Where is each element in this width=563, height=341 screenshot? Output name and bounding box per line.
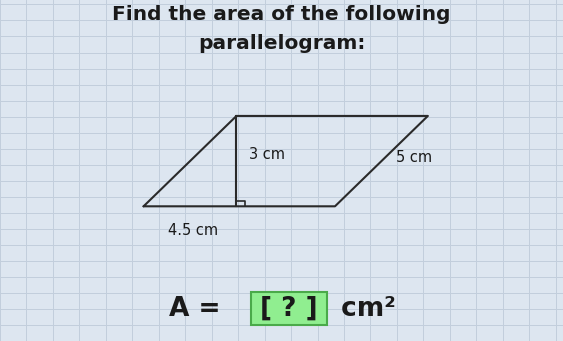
Text: Find the area of the following: Find the area of the following — [112, 5, 451, 24]
Text: cm²: cm² — [332, 296, 396, 322]
Text: 4.5 cm: 4.5 cm — [168, 223, 218, 238]
Text: [ ? ]: [ ? ] — [260, 296, 318, 322]
Text: A =: A = — [169, 296, 230, 322]
FancyBboxPatch shape — [251, 292, 327, 325]
Text: parallelogram:: parallelogram: — [198, 34, 365, 53]
Text: 3 cm: 3 cm — [249, 147, 285, 162]
Text: 5 cm: 5 cm — [395, 150, 432, 165]
